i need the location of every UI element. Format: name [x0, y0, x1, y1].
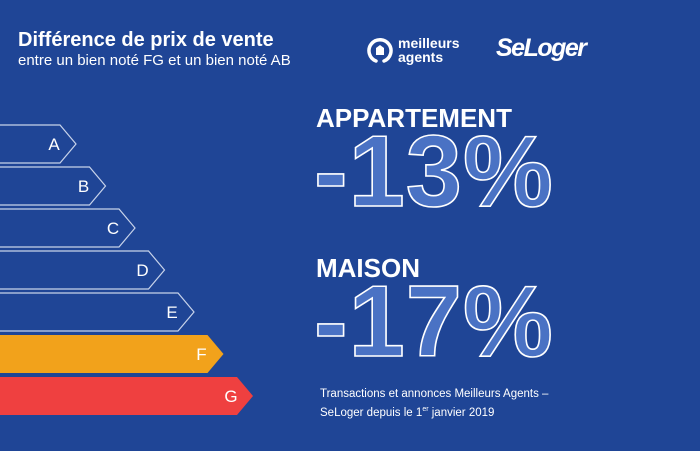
rating-arrow — [0, 124, 77, 164]
rating-label: A — [48, 135, 60, 154]
appartement-label: APPARTEMENT — [316, 103, 512, 133]
rating-label: E — [166, 303, 177, 322]
rating-label: G — [224, 387, 237, 406]
footnote-text-end: janvier 2019 — [428, 406, 495, 419]
rating-b: B — [0, 166, 107, 206]
rating-arrow — [0, 377, 253, 415]
maison-value: -17% — [313, 266, 554, 378]
rating-arrow — [0, 208, 136, 248]
page-title: Différence de prix de vente — [18, 29, 274, 51]
logo-line-2: agents — [398, 49, 444, 65]
footnote: Transactions et annonces Meilleurs Agent… — [320, 387, 548, 421]
rating-e: E — [0, 292, 195, 332]
rating-f: F — [0, 335, 224, 373]
meilleurs-agents-logo: meilleurs agents — [366, 36, 459, 64]
energy-rating-scale: A B C D E F G — [0, 124, 253, 415]
rating-d: D — [0, 250, 166, 290]
logo-line-1: meilleurs — [398, 35, 460, 51]
rating-g: G — [0, 377, 253, 415]
footnote-line-2: SeLoger depuis le 1er janvier 2019 — [320, 402, 548, 421]
footnote-superscript: er — [422, 406, 429, 413]
rating-label: B — [78, 177, 89, 196]
rating-c: C — [0, 208, 136, 248]
rating-arrow — [0, 250, 166, 290]
appartement-value: -13% — [313, 116, 554, 228]
footnote-line-1: Transactions et annonces Meilleurs Agent… — [320, 388, 549, 400]
maison-label: MAISON — [316, 253, 420, 283]
rating-arrow — [0, 166, 107, 206]
rating-arrow — [0, 292, 195, 332]
rating-a: A — [0, 124, 77, 164]
footnote-text: SeLoger depuis le 1 — [320, 406, 423, 419]
house-circle-icon — [367, 38, 393, 63]
seloger-logo: SeLoger — [496, 34, 587, 62]
rating-label: C — [107, 219, 119, 238]
page-subtitle: entre un bien noté FG et un bien noté AB — [18, 52, 291, 69]
rating-label: D — [136, 261, 148, 280]
rating-arrow — [0, 335, 224, 373]
rating-label: F — [196, 345, 206, 364]
